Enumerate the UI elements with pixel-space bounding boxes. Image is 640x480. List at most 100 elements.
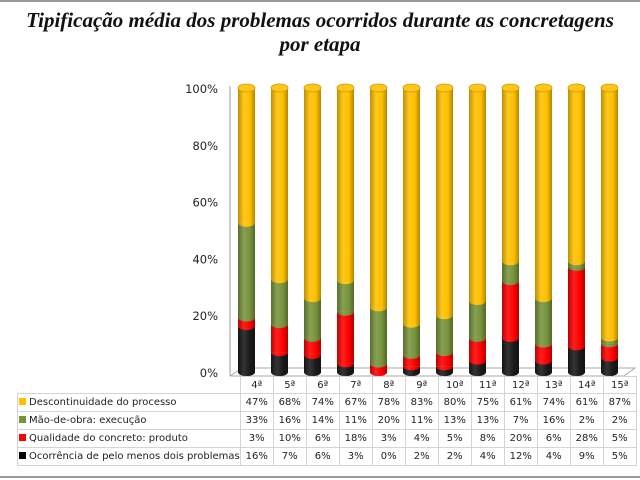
data-label: 80% [437,393,472,412]
data-label: 8% [470,429,505,448]
bar-segment-ocorr-ncia-de-pelo-menos-dois-problemas-6ª [304,354,321,372]
bar-segment-bottom-curve [436,366,453,371]
data-label: 11% [404,411,439,430]
data-label: 16% [239,447,274,466]
data-label: 28% [569,429,604,448]
data-label: 16% [272,411,307,430]
bar-segment-bottom-curve [238,317,255,322]
bar-segment-m-o-de-obra-execu-o-7ª [337,280,354,312]
data-label: 33% [239,411,274,430]
x-category-label: 6ª [305,376,340,394]
bar-segment-bottom-curve [403,372,420,376]
bar-segment-descontinuidade-do-processo-9ª [403,88,420,324]
x-category-label: 11ª [470,376,505,394]
bar-segment-descontinuidade-do-processo-15ª [601,88,618,338]
legend-label: Qualidade do concreto: produto [29,433,188,444]
data-label: 16% [536,411,571,430]
bar-top-cap [501,83,520,93]
x-category-label: 5ª [272,376,307,394]
y-tick-label: 100% [185,82,218,96]
bar-segment-bottom-curve [502,281,519,286]
bar-segment-bottom-curve [535,360,552,365]
data-label: 20% [503,429,538,448]
x-category-label: 12ª [503,376,538,394]
bar-segment-bottom-curve [535,298,552,303]
legend-swatch-icon [19,416,26,423]
bar-segment-m-o-de-obra-execu-o-9ª [403,323,420,355]
bar-segment-bottom-curve [370,372,387,376]
bar-top-cap [567,83,586,93]
bar-stack-6ª [303,83,322,376]
bar-top-cap [237,83,256,93]
bar-segment-m-o-de-obra-execu-o-4ª [238,222,255,318]
bar-segment-qualidade-do-concreto-produto-5ª [271,324,288,353]
data-table: 4ª 5ª 6ª 7ª 8ª 9ª 10ª 11ª 12ª 13ª 14ª 15ª Descontinu… [17,376,637,466]
bar-top-cap [402,83,421,93]
bar-stack-14ª [567,83,586,376]
bar-top-cap [435,83,454,93]
bar-segment-bottom-curve [337,363,354,368]
x-category-label: 7ª [338,376,373,394]
data-table-corner [17,376,241,394]
data-label: 5% [602,447,637,466]
bar-segment-bottom-curve [403,354,420,359]
bar-stack-15ª [600,83,619,376]
data-label: 3% [239,429,274,448]
bar-segment-qualidade-do-concreto-produto-7ª [337,311,354,364]
x-category-label: 4ª [239,376,274,394]
legend-swatch-icon [19,398,26,405]
data-label: 2% [569,411,604,430]
data-label: 0% [371,447,406,466]
bar-segment-bottom-curve [304,372,321,376]
bar-segment-bottom-curve [337,311,354,316]
bar-segment-m-o-de-obra-execu-o-5ª [271,279,288,325]
bar-segment-bottom-curve [403,366,420,371]
data-label: 10% [272,429,307,448]
bar-segment-bottom-curve [601,357,618,362]
data-label: 2% [437,447,472,466]
data-label: 13% [470,411,505,430]
x-category-label: 9ª [404,376,439,394]
bar-top-cap [468,83,487,93]
bar-segment-bottom-curve [502,261,519,266]
data-label: 74% [536,393,571,412]
bar-segment-m-o-de-obra-execu-o-12ª [502,261,519,282]
data-table-row: Descontinuidade do processo 47% 68% 74% 67% 7… [17,393,637,412]
bar-stack-7ª [336,83,355,376]
data-label: 47% [239,393,274,412]
bar-segment-ocorr-ncia-de-pelo-menos-dois-problemas-13ª [535,360,552,372]
data-label: 2% [404,447,439,466]
chart-title-line-1: Tipificação média dos problemas ocorrido… [26,8,614,32]
bar-segment-bottom-curve [568,346,585,351]
bar-segment-qualidade-do-concreto-produto-9ª [403,354,420,367]
data-label: 4% [470,447,505,466]
bar-segment-ocorr-ncia-de-pelo-menos-dois-problemas-7ª [337,363,354,372]
chart-title-line-2: por etapa [279,32,361,56]
data-label: 20% [371,411,406,430]
data-label: 9% [569,447,604,466]
bar-stack-9ª [402,83,421,376]
legend-swatch-icon [19,434,26,441]
data-label: 7% [503,411,538,430]
bar-segment-m-o-de-obra-execu-o-13ª [535,298,552,344]
bar-segment-bottom-curve [568,261,585,266]
bar-segment-bottom-curve [436,315,453,320]
bar-segment-descontinuidade-do-processo-4ª [238,88,255,223]
axis-layer: 0%20%40%60%80%100% [185,82,637,380]
bar-top-cap [600,83,619,93]
bar-segment-qualidade-do-concreto-produto-8ª [370,363,387,372]
bar-segment-bottom-curve [502,372,519,376]
y-tick-label: 80% [192,139,218,153]
legend-entry: Mão-de-obra: execução [17,411,241,430]
bar-segment-bottom-curve [568,266,585,271]
data-label: 74% [305,393,340,412]
bar-segment-bottom-curve [568,372,585,376]
bar-top-cap [336,83,355,93]
bar-segment-m-o-de-obra-execu-o-8ª [370,307,387,364]
data-label: 83% [404,393,439,412]
data-label: 6% [305,429,340,448]
bar-segment-bottom-curve [337,280,354,285]
bar-segment-descontinuidade-do-processo-14ª [568,88,585,262]
frame-top-border [0,0,640,2]
